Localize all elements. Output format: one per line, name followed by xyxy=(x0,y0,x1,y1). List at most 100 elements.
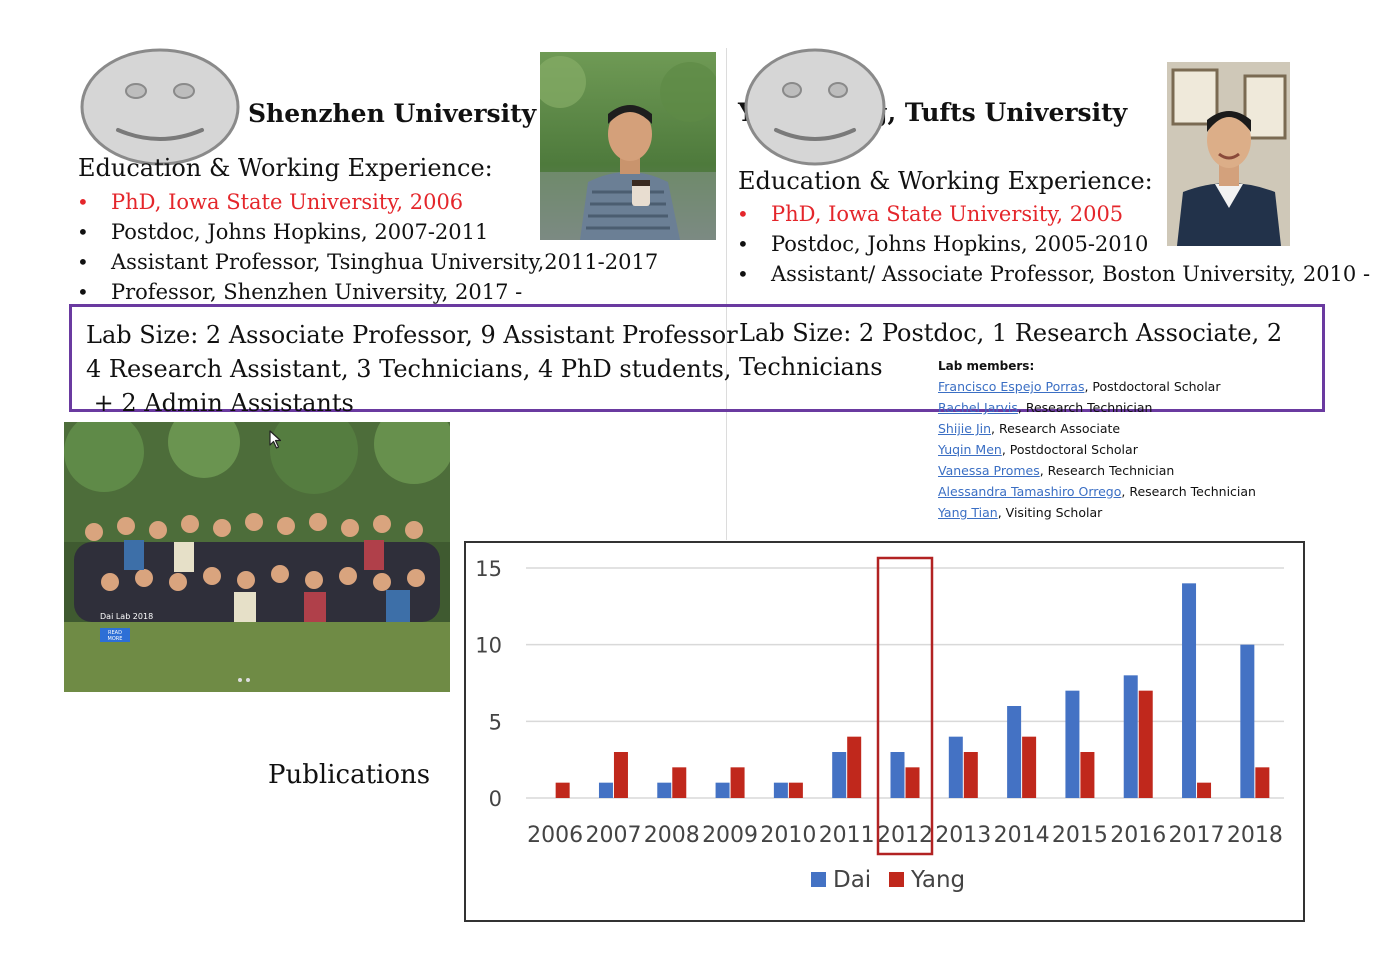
y-tick-label: 15 xyxy=(475,557,502,581)
y-tick-label: 0 xyxy=(489,787,502,811)
left-education-title: Education & Working Experience: xyxy=(78,154,493,182)
right-experience-item: Assistant/ Associate Professor, Boston U… xyxy=(737,259,1370,289)
right-experience-list: PhD, Iowa State University, 2005 Postdoc… xyxy=(737,199,1370,289)
x-tick-label: 2010 xyxy=(760,823,816,848)
mouse-cursor-icon xyxy=(269,430,283,454)
bar-yang xyxy=(555,782,570,798)
lab-member-row: Alessandra Tamashiro Orrego, Research Te… xyxy=(938,481,1256,502)
left-lab-line: Lab Size: 2 Associate Professor, 9 Assis… xyxy=(86,321,738,349)
lab-member-role: , Postdoctoral Scholar xyxy=(1001,442,1138,457)
x-tick-label: 2015 xyxy=(1052,823,1108,848)
column-divider xyxy=(726,48,727,540)
lab-members-list: Lab members: Francisco Espejo Porras, Po… xyxy=(938,356,1256,523)
left-heading: Shenzhen University xyxy=(248,99,537,128)
lab-member-row: Shijie Jin, Research Associate xyxy=(938,418,1256,439)
y-tick-label: 10 xyxy=(475,634,502,658)
bar-dai xyxy=(890,752,905,798)
bar-yang xyxy=(847,736,862,798)
lab-member-role: , Postdoctoral Scholar xyxy=(1084,379,1221,394)
bar-dai xyxy=(598,782,613,798)
right-lab-line: Technicians xyxy=(739,353,883,381)
bar-yang xyxy=(1197,782,1212,798)
group-photo: Dai Lab 2018 READ MORE xyxy=(64,422,450,692)
lab-member-role: , Visiting Scholar xyxy=(997,505,1103,520)
lab-member-link[interactable]: Yuqin Men xyxy=(938,442,1002,457)
lab-member-role: , Research Associate xyxy=(991,421,1121,436)
lab-member-row: Rachel Jarvis, Research Technician xyxy=(938,397,1256,418)
x-tick-label: 2016 xyxy=(1110,823,1166,848)
x-tick-label: 2013 xyxy=(935,823,991,848)
x-tick-label: 2012 xyxy=(877,823,933,848)
right-heading: g, Tufts University xyxy=(870,98,1128,127)
left-lab-line: + 2 Admin Assistants xyxy=(86,389,354,417)
bar-yang xyxy=(905,767,920,798)
bar-dai xyxy=(1182,583,1197,798)
bar-yang xyxy=(730,767,745,798)
bar-yang xyxy=(1080,752,1095,798)
right-experience-item: PhD, Iowa State University, 2005 xyxy=(737,199,1370,229)
right-experience-item: Postdoc, Johns Hopkins, 2005-2010 xyxy=(737,229,1370,259)
x-tick-label: 2008 xyxy=(644,823,700,848)
publications-chart: 0 5 10 15 2006 2007 2008 2009 2010 2011 2012 2013 20… xyxy=(464,541,1305,922)
x-tick-label: 2014 xyxy=(994,823,1050,848)
left-lab-line: 4 Research Assistant, 3 Technicians, 4 P… xyxy=(86,355,732,383)
read-more-button[interactable]: READ MORE xyxy=(107,630,123,642)
smiley-face-icon xyxy=(80,48,240,166)
left-experience-item: Assistant Professor, Tsinghua University… xyxy=(77,247,658,277)
x-tick-label: 2018 xyxy=(1227,823,1283,848)
left-experience-item: PhD, Iowa State University, 2006 xyxy=(77,187,658,217)
legend-swatch xyxy=(811,872,826,887)
lab-member-link[interactable]: Alessandra Tamashiro Orrego xyxy=(938,484,1122,499)
x-tick-label: 2017 xyxy=(1169,823,1225,848)
publications-label: Publications xyxy=(268,760,431,790)
bar-dai xyxy=(1123,675,1138,798)
bar-dai xyxy=(773,782,788,798)
bar-dai xyxy=(1065,690,1080,798)
lab-member-row: Yuqin Men, Postdoctoral Scholar xyxy=(938,439,1256,460)
x-tick-label: 2009 xyxy=(702,823,758,848)
lab-member-role: , Research Technician xyxy=(1121,484,1256,499)
left-experience-item: Professor, Shenzhen University, 2017 - xyxy=(77,277,658,307)
lab-member-row: Vanessa Promes, Research Technician xyxy=(938,460,1256,481)
legend-label: Dai xyxy=(833,867,871,893)
legend-label: Yang xyxy=(910,867,965,893)
bar-yang xyxy=(963,752,978,798)
right-education-title: Education & Working Experience: xyxy=(738,167,1153,195)
left-experience-item: Postdoc, Johns Hopkins, 2007-2011 xyxy=(77,217,658,247)
bar-yang xyxy=(1138,690,1153,798)
left-lab-size: Lab Size: 2 Associate Professor, 9 Assis… xyxy=(86,318,738,420)
lab-member-link[interactable]: Yang Tian xyxy=(938,505,998,520)
right-lab-size: Lab Size: 2 Postdoc, 1 Research Associat… xyxy=(739,316,1282,384)
bar-dai xyxy=(715,782,730,798)
lab-member-role: , Research Technician xyxy=(1017,400,1153,415)
lab-members-title: Lab members: xyxy=(938,359,1035,373)
lab-member-row: Francisco Espejo Porras, Postdoctoral Sc… xyxy=(938,376,1256,397)
bar-dai xyxy=(948,736,963,798)
bar-yang xyxy=(1022,736,1037,798)
lab-member-link[interactable]: Francisco Espejo Porras xyxy=(938,379,1085,394)
x-tick-label: 2007 xyxy=(585,823,641,848)
x-tick-label: 2011 xyxy=(819,823,875,848)
lab-size-box xyxy=(69,304,1325,412)
bar-yang xyxy=(1255,767,1270,798)
highlight-box xyxy=(876,556,934,856)
lab-member-link[interactable]: Rachel Jarvis xyxy=(938,400,1018,415)
bar-dai xyxy=(832,752,847,798)
bar-yang xyxy=(613,752,628,798)
bar-yang xyxy=(788,782,803,798)
bar-dai xyxy=(1240,644,1255,798)
legend-swatch xyxy=(889,872,904,887)
group-photo-caption: Dai Lab 2018 xyxy=(100,612,154,621)
x-tick-label: 2006 xyxy=(527,823,583,848)
bar-yang xyxy=(672,767,687,798)
right-lab-line: Lab Size: 2 Postdoc, 1 Research Associat… xyxy=(739,319,1283,347)
y-tick-label: 5 xyxy=(489,710,502,734)
lab-member-link[interactable]: Vanessa Promes xyxy=(938,463,1040,478)
bar-dai xyxy=(657,782,672,798)
lab-member-row: Yang Tian, Visiting Scholar xyxy=(938,502,1256,523)
smiley-face-icon xyxy=(744,48,886,166)
bar-dai xyxy=(1007,706,1022,798)
left-experience-list: PhD, Iowa State University, 2006 Postdoc… xyxy=(77,187,658,307)
lab-member-link[interactable]: Shijie Jin xyxy=(938,421,992,436)
